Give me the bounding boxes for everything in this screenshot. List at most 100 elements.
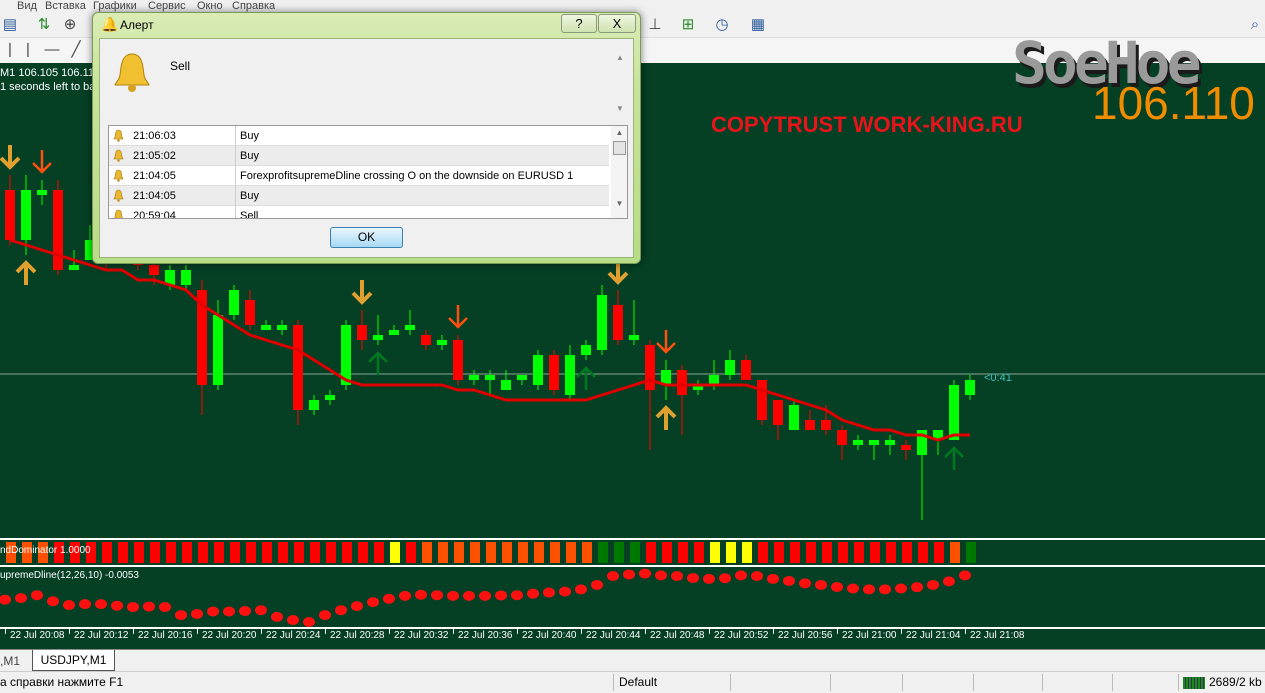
period-separator-icon[interactable]: ⊥	[648, 16, 662, 33]
trend-dominator-bar	[902, 542, 912, 563]
supreme-dline-dot	[511, 590, 523, 601]
bear-candle	[645, 345, 655, 390]
time-tick	[133, 629, 134, 634]
bar-timer: <0:41	[984, 372, 1012, 384]
bull-candle	[85, 240, 95, 260]
supreme-dline-dot	[239, 606, 251, 617]
tab-usdjpy-m1[interactable]: USDJPY,M1	[32, 650, 115, 671]
alert-row[interactable]: 21:06:03 Buy	[109, 126, 609, 146]
help-button[interactable]: ?	[561, 14, 597, 33]
trend-dominator-bar	[278, 542, 288, 563]
bear-candle	[357, 325, 367, 340]
trend-dominator-bar	[550, 542, 560, 563]
supreme-dline-dot	[543, 587, 555, 598]
vertical-line-icon[interactable]: |	[26, 41, 30, 58]
bear-candle	[837, 430, 847, 445]
menu-charts[interactable]: Графики	[93, 0, 137, 12]
menu-view[interactable]: Вид	[17, 0, 37, 12]
menu-insert[interactable]: Вставка	[45, 0, 86, 12]
trend-dominator-bar	[886, 542, 896, 563]
trend-dominator-bar	[694, 542, 704, 563]
supreme-dline-dot	[895, 583, 907, 594]
time-tick	[773, 629, 774, 634]
trend-dominator-bar	[406, 542, 416, 563]
tab-chart-prev[interactable]: ,M1	[0, 654, 21, 668]
sell-arrow-icon	[448, 305, 468, 329]
trend-dominator-bar	[518, 542, 528, 563]
new-document-icon[interactable]: ▤	[2, 16, 18, 33]
time-label: 22 Jul 20:56	[778, 630, 833, 641]
message-scrollbar[interactable]: ▲ ▼	[616, 53, 624, 113]
trend-dominator-bar	[646, 542, 656, 563]
bull-candle	[69, 265, 79, 270]
trendline-icon[interactable]: ╱	[71, 41, 81, 58]
bull-candle	[309, 400, 319, 410]
alert-row[interactable]: 21:04:05 Buy	[109, 186, 609, 206]
supreme-dline-dot	[447, 590, 459, 601]
time-label: 22 Jul 20:44	[586, 630, 641, 641]
buy-arrow-icon	[368, 351, 388, 375]
add-indicator-icon[interactable]: ⊞	[681, 16, 695, 33]
search-icon[interactable]: ⌕	[1250, 16, 1260, 33]
bear-candle	[805, 420, 815, 430]
market-watch-icon[interactable]: ⇅	[37, 16, 51, 33]
time-tick	[581, 629, 582, 634]
trend-dominator-bar	[182, 542, 192, 563]
supreme-dline-dot	[671, 571, 683, 582]
scroll-thumb[interactable]	[613, 141, 626, 155]
trend-dominator-label: ndDominator 1.0000	[0, 545, 91, 556]
supreme-dline-dot	[175, 610, 187, 621]
clock-icon[interactable]: ◷	[715, 16, 729, 33]
bear-candle	[245, 300, 255, 325]
bear-candle	[197, 290, 207, 385]
bull-candle	[869, 440, 879, 445]
trend-dominator-bar	[150, 542, 160, 563]
bell-icon	[113, 149, 124, 162]
supreme-dline-dot	[959, 570, 971, 581]
trend-dominator-bar	[582, 542, 592, 563]
time-label: 22 Jul 20:52	[714, 630, 769, 641]
trend-dominator-bar	[822, 542, 832, 563]
bull-candle	[389, 330, 399, 335]
bull-candle	[37, 190, 47, 195]
supreme-dline-dot	[607, 571, 619, 582]
ok-button[interactable]: OK	[330, 227, 403, 248]
alert-text: Buy	[235, 186, 613, 206]
supreme-dline-dot	[431, 590, 443, 601]
trend-dominator-bar	[102, 542, 112, 563]
trend-dominator-bar	[774, 542, 784, 563]
supreme-dline-dot	[63, 600, 75, 611]
alert-row[interactable]: 20:59:04 Sell	[109, 206, 609, 219]
horizontal-line-icon[interactable]: —	[44, 41, 60, 58]
templates-icon[interactable]: ▦	[750, 16, 766, 33]
alert-row[interactable]: 21:05:02 Buy	[109, 146, 609, 166]
supreme-dline-dot	[303, 616, 315, 627]
price-chart[interactable]	[0, 63, 1265, 649]
time-tick	[325, 629, 326, 634]
sell-arrow-icon	[32, 150, 52, 174]
close-button[interactable]: X	[598, 14, 636, 33]
bull-candle	[581, 345, 591, 355]
bear-candle	[421, 335, 431, 345]
alert-time: 21:04:05	[133, 170, 176, 182]
supreme-dline-dot	[911, 582, 923, 593]
list-scrollbar[interactable]: ▲ ▼	[611, 126, 627, 218]
supreme-dline-dot	[735, 570, 747, 581]
alert-row[interactable]: 21:04:05 ForexprofitsupremeDline crossing…	[109, 166, 609, 186]
menu-help[interactable]: Справка	[232, 0, 276, 12]
alert-time: 20:59:04	[133, 210, 176, 219]
crosshair-icon[interactable]: ⊕	[63, 16, 77, 33]
time-label: 22 Jul 20:24	[266, 630, 321, 641]
supreme-dline-dot	[463, 590, 475, 601]
trend-dominator-bar	[598, 542, 608, 563]
cursor-icon[interactable]: |	[8, 41, 12, 58]
menu-tools[interactable]: Сервис	[148, 0, 186, 12]
time-label: 22 Jul 20:28	[330, 630, 385, 641]
bear-candle	[293, 325, 303, 410]
trend-dominator-bar	[166, 542, 176, 563]
bull-candle	[165, 270, 175, 285]
trend-dominator-bar	[790, 542, 800, 563]
menu-window[interactable]: Окно	[197, 0, 223, 12]
supreme-dline-dot	[767, 573, 779, 584]
time-label: 22 Jul 20:12	[74, 630, 129, 641]
